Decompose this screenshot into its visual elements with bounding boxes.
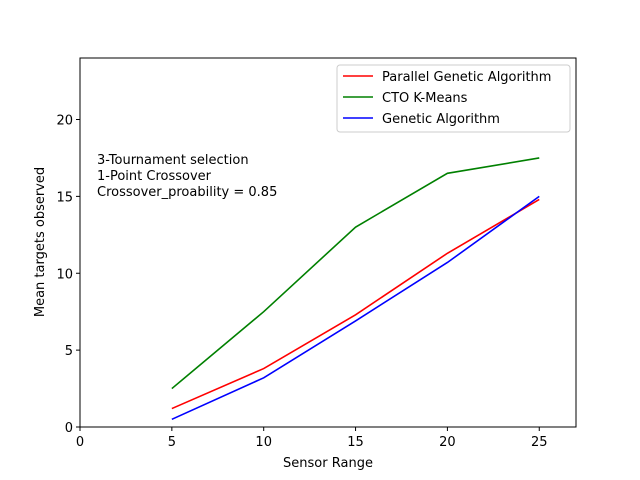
series-line-2: [171, 195, 540, 421]
annotation-line-1: 3-Tournament selection: [97, 153, 249, 168]
x-tick-label: 25: [531, 435, 548, 450]
annotation-line-2: 1-Point Crossover: [97, 169, 212, 184]
legend-label-pga: Parallel Genetic Algorithm: [382, 70, 551, 85]
x-tick-label: 15: [347, 435, 364, 450]
plot-frame: [79, 57, 577, 428]
annotation-line-3: Crossover_proability = 0.85: [97, 185, 277, 200]
annotation-text: 3-Tournament selection 1-Point Crossover…: [97, 153, 277, 200]
y-axis-label: Mean targets observed: [33, 167, 48, 317]
x-tick-label: 5: [168, 435, 176, 450]
y-tick-label: 20: [56, 114, 73, 129]
legend-label-ga: Genetic Algorithm: [382, 112, 500, 127]
x-tick-label: 20: [439, 435, 456, 450]
y-tick-label: 10: [56, 267, 73, 282]
series-line-1: [171, 157, 540, 390]
y-tick-label: 15: [56, 190, 73, 205]
series-lines: [171, 157, 540, 421]
y-tick-label: 0: [65, 421, 73, 436]
legend-box: [336, 64, 571, 133]
y-tick-label: 5: [65, 344, 73, 359]
x-tick-label: 10: [255, 435, 272, 450]
series-line-0: [171, 198, 540, 410]
legend: Parallel Genetic Algorithm CTO K-Means G…: [336, 64, 571, 133]
x-tick-label: 0: [76, 435, 84, 450]
x-axis-label: Sensor Range: [283, 456, 373, 471]
axis-ticks: 0 5 10 15 20 25 0 5 10 15 20: [56, 114, 547, 451]
legend-label-cto: CTO K-Means: [382, 91, 468, 106]
